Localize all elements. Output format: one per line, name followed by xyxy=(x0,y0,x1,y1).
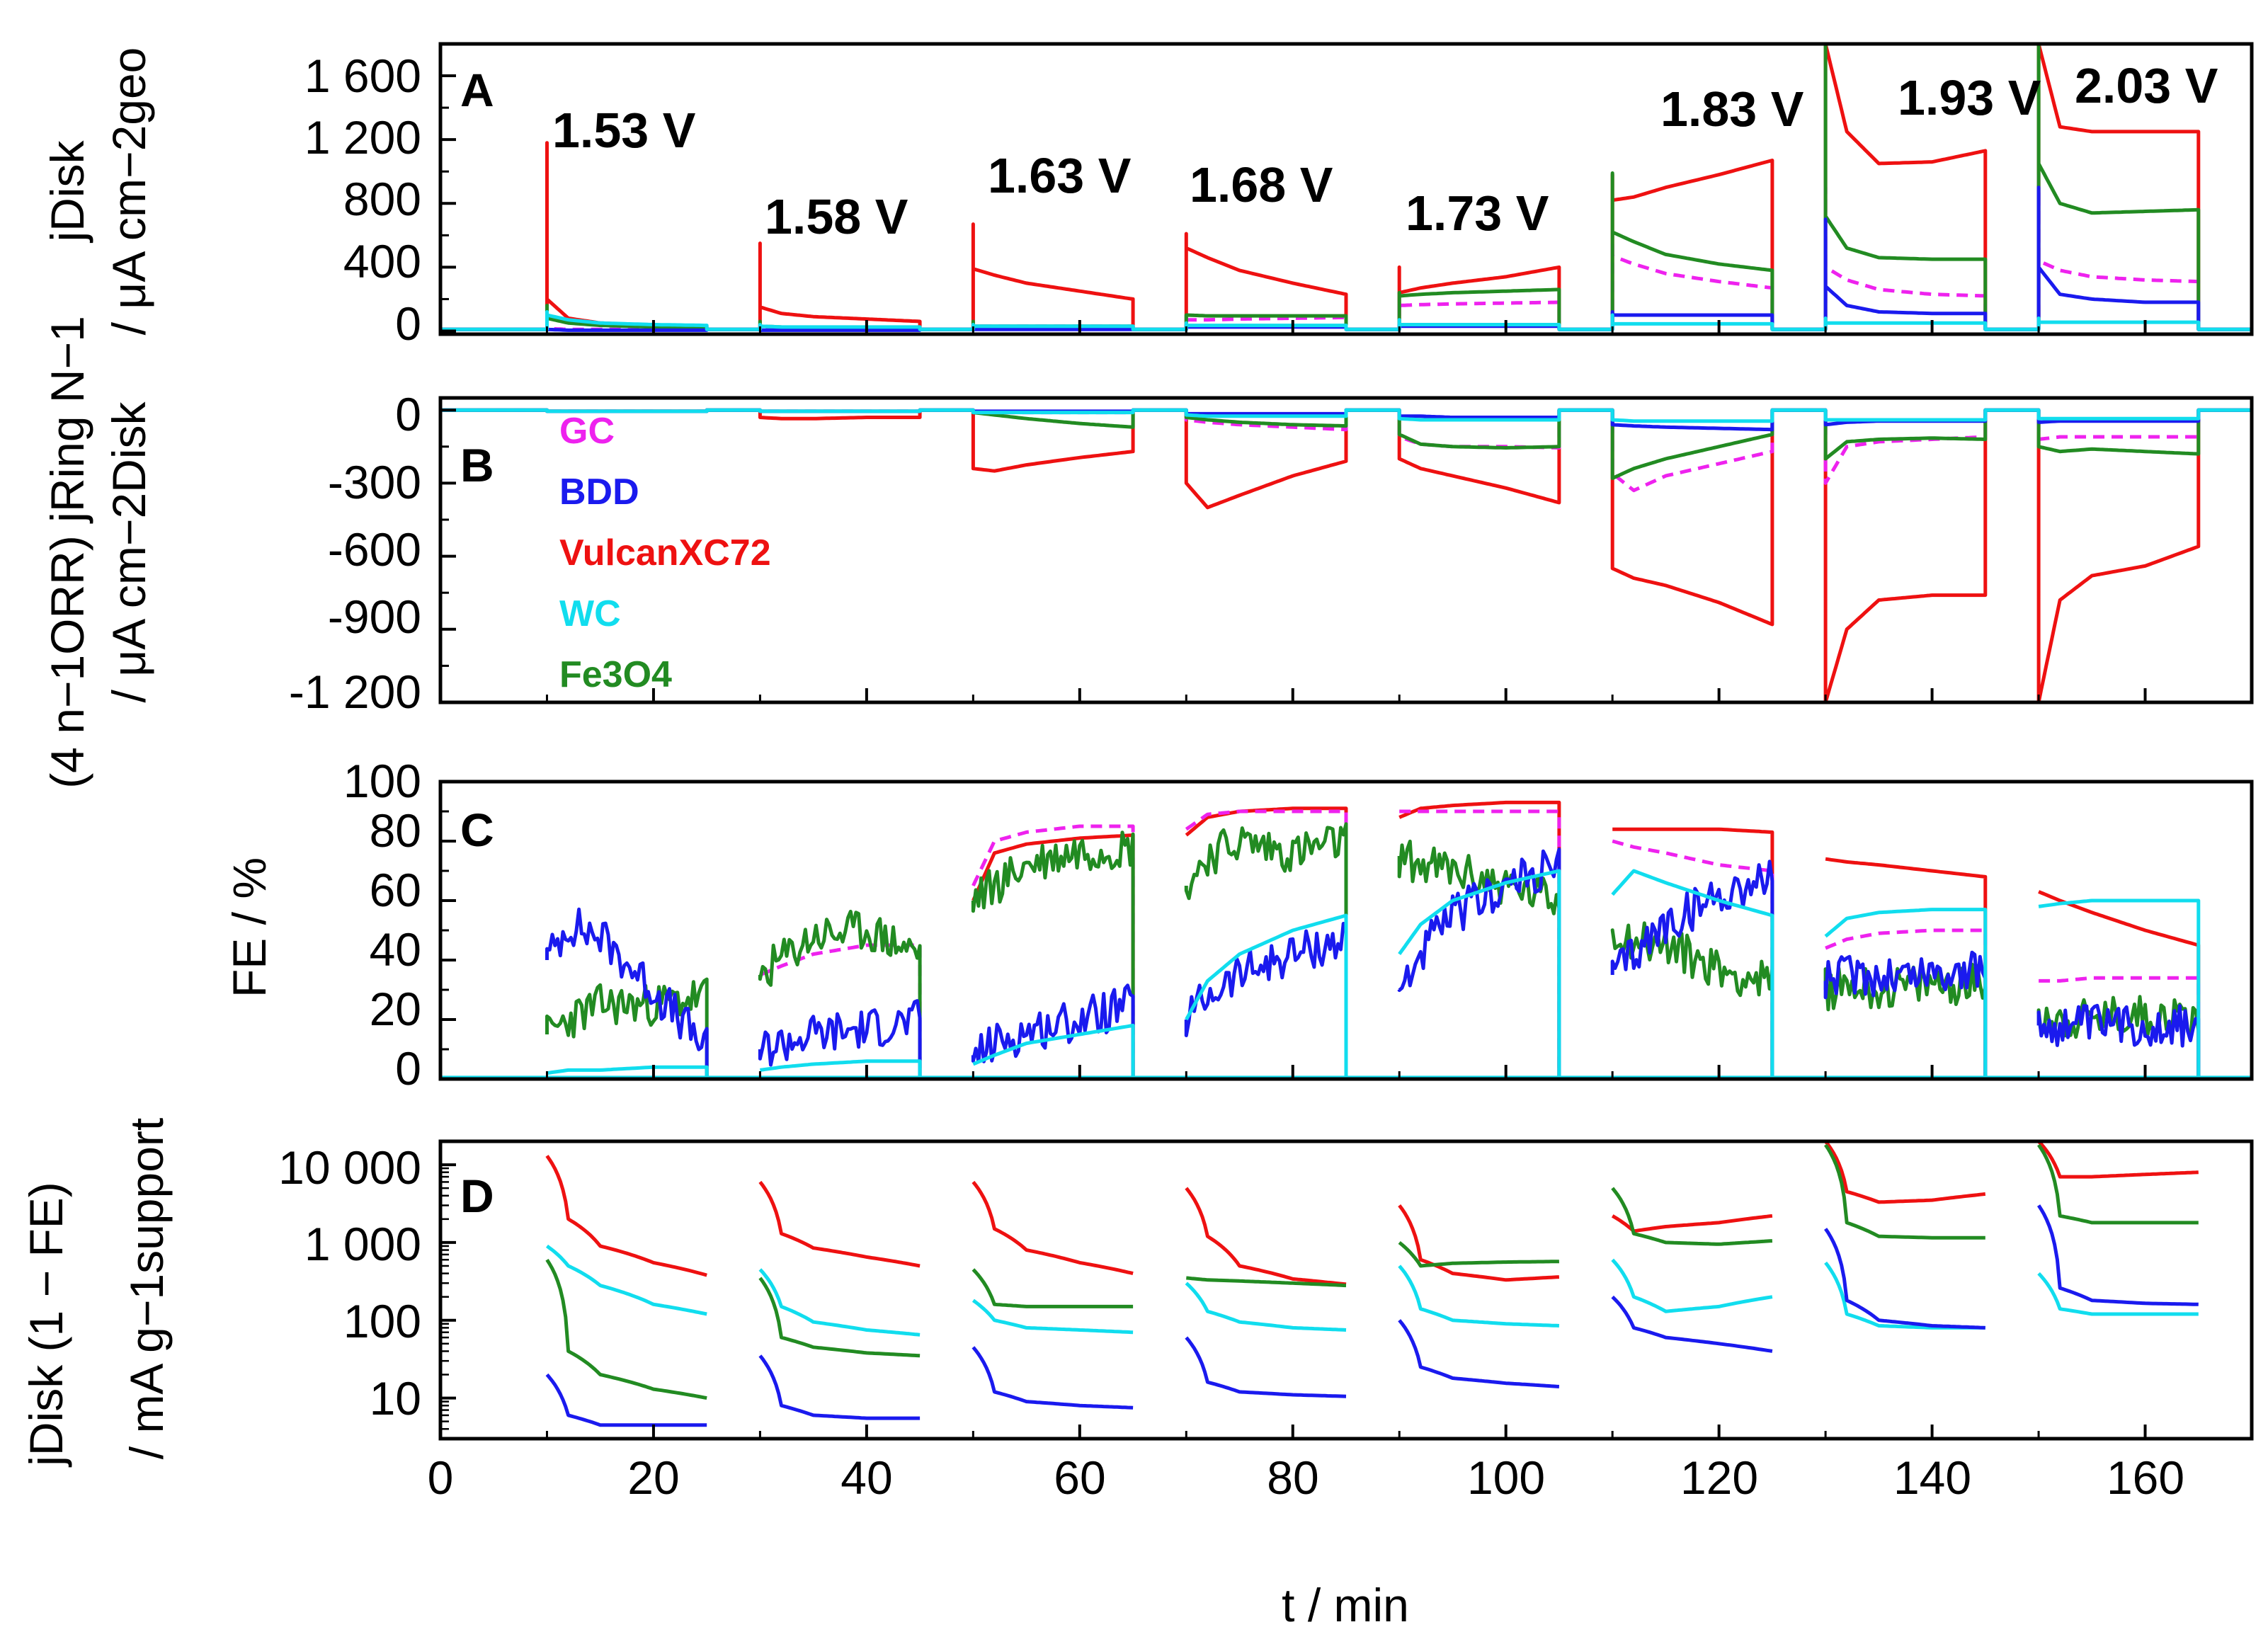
legend-item-bdd: BDD xyxy=(559,472,639,513)
panel-a-frame xyxy=(438,42,2254,336)
panel-a-ytick-800: 800 xyxy=(343,173,421,225)
potential-label-1-63: 1.63 V xyxy=(988,148,1132,203)
legend-item-fe3o4: Fe3O4 xyxy=(559,654,672,695)
panel-c-ylabel: FE / % xyxy=(223,857,275,998)
panel-b-ylabel-line2: / μA cm−2Disk xyxy=(103,401,155,703)
panel-d-plot-area xyxy=(545,1141,2199,1427)
panel-b-ytick-0: 0 xyxy=(395,388,421,440)
panel-b-y-ticks xyxy=(439,409,2253,704)
series-line-wc xyxy=(547,869,2201,1078)
panel-a-ylabel-line1: jDisk xyxy=(41,140,93,244)
potential-label-1-68: 1.68 V xyxy=(1190,157,1333,212)
series-line-vulcanxc72 xyxy=(440,44,2252,331)
panel-b-ytick-1200: -1 200 xyxy=(289,666,421,718)
series-line-wc xyxy=(545,1244,2199,1337)
potential-label-1-53: 1.53 V xyxy=(552,103,696,158)
series-line-vulcanxc72 xyxy=(971,800,2201,1078)
x-tick-label: 20 xyxy=(627,1451,679,1504)
series-line-fe3o4 xyxy=(545,822,2201,1078)
potential-label-2-03: 2.03 V xyxy=(2075,58,2218,113)
panel-d-ytick-1000: 1 000 xyxy=(304,1218,421,1270)
panel-a: 0 400 800 1 200 1 600 A jDisk / μA cm−2g… xyxy=(41,42,2254,350)
potential-label-1-58: 1.58 V xyxy=(765,189,908,244)
panel-d-letter: D xyxy=(460,1170,494,1222)
panel-a-ytick-400: 400 xyxy=(343,235,421,287)
legend: GC BDD VulcanXC72 WC Fe3O4 xyxy=(559,411,771,695)
x-tick-label: 100 xyxy=(1467,1451,1545,1504)
panel-a-ylabel-line2: / μA cm−2geo xyxy=(103,47,155,336)
series-line-gc xyxy=(759,809,2201,1078)
panel-d-ytick-10: 10 xyxy=(370,1372,421,1425)
panel-b-plot-area xyxy=(440,408,2252,702)
x-axis-label: t / min xyxy=(1282,1579,1409,1631)
panel-c-ytick-100: 100 xyxy=(343,755,421,807)
panel-c-ytick-40: 40 xyxy=(370,923,421,976)
panel-d-y-ticks xyxy=(439,1163,2253,1439)
panel-a-y-ticks xyxy=(439,74,2253,334)
x-tick-label: 80 xyxy=(1267,1451,1318,1504)
panel-d-ytick-100: 100 xyxy=(343,1295,421,1347)
series-line-bdd xyxy=(545,847,2201,1078)
legend-item-gc: GC xyxy=(559,411,615,452)
panel-c-ytick-20: 20 xyxy=(370,983,421,1035)
panel-b-letter: B xyxy=(460,439,494,491)
panel-d: 10 100 1 000 10 000 D jDisk (1 − FE) / m… xyxy=(20,1118,2254,1468)
panel-a-ytick-1200: 1 200 xyxy=(304,111,421,164)
x-tick-label: 120 xyxy=(1680,1451,1758,1504)
panel-c-ytick-60: 60 xyxy=(370,864,421,916)
panel-c-ytick-80: 80 xyxy=(370,804,421,857)
legend-item-vulcanxc72: VulcanXC72 xyxy=(559,532,771,573)
potential-label-1-83: 1.83 V xyxy=(1660,81,1804,137)
x-tick-label: 0 xyxy=(428,1451,454,1504)
panel-c: 0 20 40 60 80 100 C FE / % xyxy=(223,755,2254,1095)
x-tick-label: 60 xyxy=(1054,1451,1105,1504)
panel-c-plot-area xyxy=(440,800,2252,1079)
x-tick-label: 40 xyxy=(840,1451,892,1504)
panel-b-frame xyxy=(438,396,2254,704)
x-axis: 0 20 40 60 80 100 120 140 160 t / min xyxy=(428,1451,2184,1631)
panel-d-ylabel-line1: jDisk (1 − FE) xyxy=(20,1182,72,1468)
x-tick-label: 140 xyxy=(1893,1451,1971,1504)
panel-d-frame xyxy=(438,1139,2254,1441)
panel-c-y-ticks xyxy=(439,780,2253,1080)
panel-b-ytick-300: -300 xyxy=(328,456,421,508)
panel-c-ytick-0: 0 xyxy=(395,1042,421,1095)
series-line-vulcanxc72 xyxy=(545,1141,2199,1286)
legend-item-wc: WC xyxy=(559,593,621,634)
panel-b: 0 -300 -600 -900 -1 200 B (4 n−1ORR) jRi… xyxy=(41,316,2254,789)
panel-a-ytick-1600: 1 600 xyxy=(304,50,421,102)
panel-d-ytick-10000: 10 000 xyxy=(278,1141,421,1194)
series-line-fe3o4 xyxy=(545,1143,2199,1400)
potential-label-1-93: 1.93 V xyxy=(1898,70,2041,125)
panel-c-letter: C xyxy=(460,804,494,856)
x-tick-label: 160 xyxy=(2107,1451,2184,1504)
series-line-wc xyxy=(440,408,2252,423)
panel-a-letter: A xyxy=(460,64,494,116)
panel-d-ylabel-line2: / mA g−1support xyxy=(120,1118,173,1459)
panel-b-ylabel-line1: (4 n−1ORR) jRing N−1 xyxy=(41,316,93,789)
panel-b-ytick-900: -900 xyxy=(328,590,421,643)
series-line-bdd xyxy=(545,1204,2199,1427)
panel-b-ytick-600: -600 xyxy=(328,523,421,576)
potential-label-1-73: 1.73 V xyxy=(1406,185,1549,241)
panel-a-ytick-0: 0 xyxy=(395,297,421,350)
